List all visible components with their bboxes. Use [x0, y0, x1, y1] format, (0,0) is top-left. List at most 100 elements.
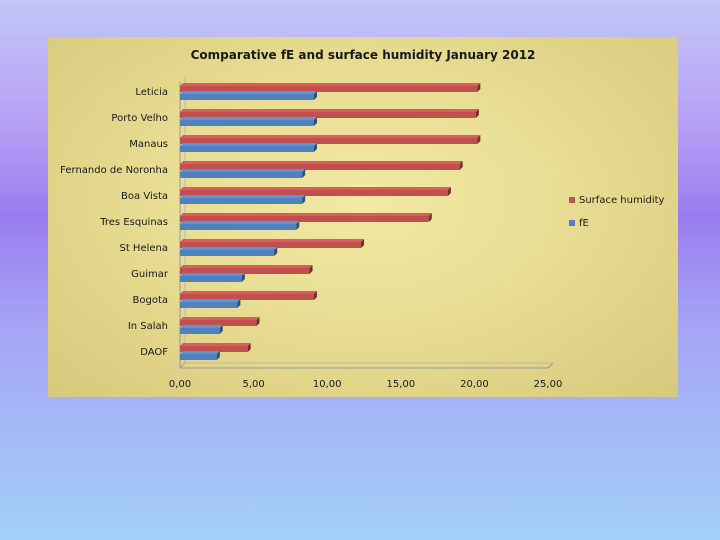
- bar-surface-humidity-porto-velho: [180, 109, 479, 118]
- bar-surface-humidity-boa-vista: [180, 187, 451, 196]
- bar-end-face: [313, 117, 317, 126]
- bar-top-face: [180, 187, 451, 190]
- legend-label: Surface humidity: [579, 195, 665, 206]
- x-tick-label: 0,00: [169, 379, 191, 390]
- bar-top-face: [180, 161, 463, 164]
- bar-end-face: [302, 195, 306, 204]
- bar-fe-st-helena: [180, 247, 278, 256]
- category-label: St Helena: [119, 243, 168, 254]
- legend-swatch: [569, 197, 575, 203]
- bar-end-face: [274, 247, 278, 256]
- category-label: In Salah: [128, 321, 168, 332]
- bar-front-face: [180, 242, 362, 248]
- category-label: Tres Esquinas: [99, 217, 168, 228]
- bar-end-face: [302, 169, 306, 178]
- bar-front-face: [180, 268, 310, 274]
- bar-fe-fernando-de-noronha: [180, 169, 306, 178]
- bar-end-face: [309, 265, 313, 274]
- bar-top-face: [180, 247, 278, 250]
- x-tick-label: 20,00: [460, 379, 489, 390]
- bar-fe-daof: [180, 351, 220, 360]
- bar-end-face: [313, 91, 317, 100]
- category-label: Guimar: [131, 269, 169, 280]
- bar-front-face: [180, 138, 478, 144]
- bar-top-face: [180, 343, 251, 346]
- x-tick-label: 25,00: [534, 379, 563, 390]
- bar-top-face: [180, 351, 220, 354]
- bar-front-face: [180, 328, 220, 334]
- bar-top-face: [180, 109, 479, 112]
- axis-corner-right: [547, 362, 554, 369]
- bar-end-face: [219, 325, 223, 334]
- category-label: Bogota: [133, 295, 169, 306]
- bar-front-face: [180, 354, 217, 360]
- bar-front-face: [180, 320, 257, 326]
- bar-end-face: [447, 187, 451, 196]
- axis-corner: [179, 362, 186, 369]
- chart-title: Comparative fE and surface humidity Janu…: [191, 48, 536, 62]
- bar-front-face: [180, 94, 314, 100]
- bar-top-face: [180, 91, 317, 94]
- bar-front-face: [180, 120, 314, 126]
- bar-end-face: [477, 83, 481, 92]
- bar-end-face: [216, 351, 220, 360]
- bar-top-face: [180, 135, 481, 138]
- legend: Surface humidity fE: [569, 195, 665, 229]
- bar-top-face: [180, 143, 317, 146]
- bar-front-face: [180, 250, 275, 256]
- bar-end-face: [241, 273, 245, 282]
- bar-surface-humidity-fernando-de-noronha: [180, 161, 463, 170]
- bar-front-face: [180, 224, 297, 230]
- bar-surface-humidity-tres-esquinas: [180, 213, 432, 222]
- category-label: DAOF: [140, 347, 168, 358]
- bar-top-face: [180, 299, 241, 302]
- bar-top-face: [180, 213, 432, 216]
- bar-surface-humidity-leticia: [180, 83, 481, 92]
- legend-label: fE: [579, 218, 589, 229]
- bar-end-face: [237, 299, 241, 308]
- bar-top-face: [180, 117, 317, 120]
- bar-surface-humidity-bogota: [180, 291, 317, 300]
- category-label: Manaus: [129, 139, 168, 150]
- bar-front-face: [180, 146, 314, 152]
- bar-top-face: [180, 195, 306, 198]
- bar-front-face: [180, 346, 248, 352]
- bar-front-face: [180, 190, 448, 196]
- x-tick-labels: 0,00 5,00 10,00 15,00 20,00 25,00: [169, 379, 562, 390]
- bar-fe-porto-velho: [180, 117, 317, 126]
- bar-top-face: [180, 325, 223, 328]
- bar-top-face: [180, 273, 245, 276]
- bar-fe-guimar: [180, 273, 245, 282]
- bar-top-face: [180, 239, 365, 242]
- bar-top-face: [180, 83, 481, 86]
- bar-front-face: [180, 302, 238, 308]
- bar-top-face: [180, 317, 260, 320]
- bar-top-face: [180, 221, 300, 224]
- bar-end-face: [361, 239, 365, 248]
- category-labels: Leticia Porto Velho Manaus Fernando de Noro…: [60, 87, 169, 358]
- bar-surface-humidity-st-helena: [180, 239, 365, 248]
- x-tick-label: 15,00: [386, 379, 415, 390]
- bar-end-face: [247, 343, 251, 352]
- bar-fe-boa-vista: [180, 195, 306, 204]
- bar-surface-humidity-guimar: [180, 265, 313, 274]
- x-tick-label: 10,00: [313, 379, 342, 390]
- bar-end-face: [459, 161, 463, 170]
- bar-end-face: [313, 143, 317, 152]
- bar-fe-tres-esquinas: [180, 221, 300, 230]
- bar-end-face: [313, 291, 317, 300]
- legend-swatch: [569, 220, 575, 226]
- category-label: Fernando de Noronha: [60, 165, 168, 176]
- x-tick-label: 5,00: [242, 379, 264, 390]
- bar-front-face: [180, 172, 303, 178]
- bar-front-face: [180, 112, 476, 118]
- bar-fe-leticia: [180, 91, 317, 100]
- bar-fe-in-salah: [180, 325, 223, 334]
- bar-layer: [180, 83, 481, 360]
- category-label: Boa Vista: [121, 191, 168, 202]
- bar-front-face: [180, 276, 242, 282]
- bar-fe-manaus: [180, 143, 317, 152]
- bar-front-face: [180, 86, 478, 92]
- bar-end-face: [477, 135, 481, 144]
- bar-front-face: [180, 216, 429, 222]
